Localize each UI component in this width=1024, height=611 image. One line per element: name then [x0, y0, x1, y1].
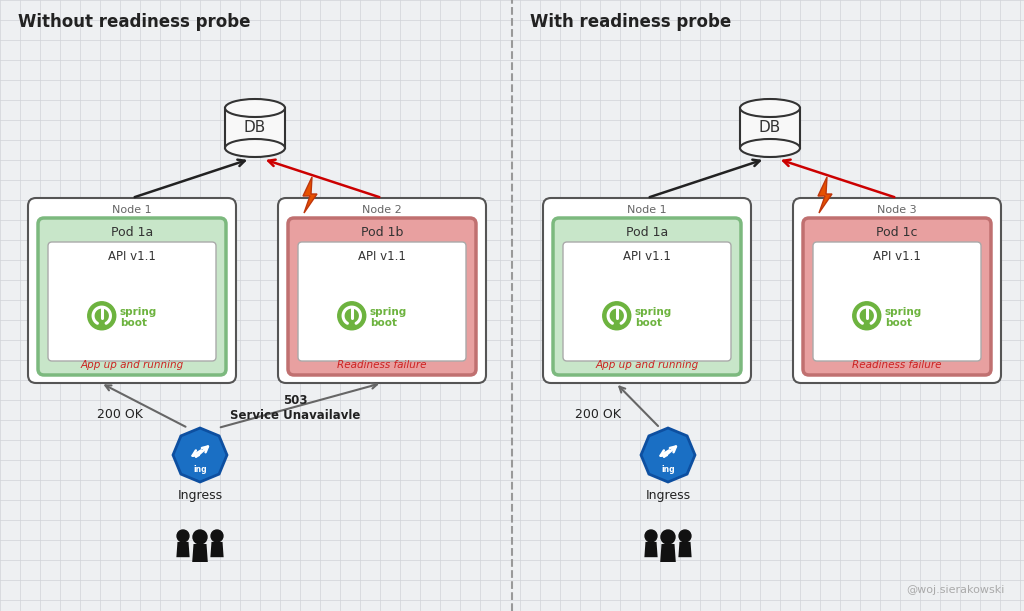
Text: boot: boot	[120, 318, 146, 327]
Text: 200 OK: 200 OK	[575, 409, 621, 422]
FancyBboxPatch shape	[28, 198, 236, 383]
Polygon shape	[644, 542, 657, 557]
Text: Node 1: Node 1	[113, 205, 152, 215]
Text: ing: ing	[662, 466, 675, 474]
Polygon shape	[210, 542, 223, 557]
FancyBboxPatch shape	[543, 198, 751, 383]
Ellipse shape	[225, 99, 285, 117]
Text: Node 2: Node 2	[362, 205, 401, 215]
FancyBboxPatch shape	[803, 218, 991, 375]
Text: boot: boot	[370, 318, 396, 327]
Polygon shape	[173, 428, 227, 482]
FancyBboxPatch shape	[278, 198, 486, 383]
Ellipse shape	[740, 99, 800, 117]
Text: Without readiness probe: Without readiness probe	[18, 13, 251, 31]
Text: Node 1: Node 1	[627, 205, 667, 215]
Text: Ingress: Ingress	[645, 489, 690, 502]
Text: API v1.1: API v1.1	[623, 249, 671, 263]
Circle shape	[338, 302, 366, 330]
Polygon shape	[303, 177, 317, 213]
Text: DB: DB	[244, 120, 266, 136]
Text: API v1.1: API v1.1	[873, 249, 921, 263]
Circle shape	[853, 302, 881, 330]
Polygon shape	[193, 544, 208, 562]
Polygon shape	[818, 177, 831, 213]
Text: Readiness failure: Readiness failure	[852, 360, 942, 370]
Text: Pod 1a: Pod 1a	[626, 225, 668, 238]
Circle shape	[211, 530, 223, 542]
Polygon shape	[660, 544, 676, 562]
Text: 503
Service Unavailavle: 503 Service Unavailavle	[229, 394, 360, 422]
Text: spring: spring	[635, 307, 672, 316]
Text: Ingress: Ingress	[177, 489, 222, 502]
FancyBboxPatch shape	[553, 218, 741, 375]
Text: With readiness probe: With readiness probe	[530, 13, 731, 31]
FancyBboxPatch shape	[563, 242, 731, 361]
Text: App up and running: App up and running	[80, 360, 183, 370]
Polygon shape	[641, 428, 695, 482]
Circle shape	[193, 530, 207, 544]
Text: @woj.sierakowski: @woj.sierakowski	[906, 585, 1005, 595]
FancyBboxPatch shape	[38, 218, 226, 375]
Circle shape	[645, 530, 657, 542]
FancyBboxPatch shape	[793, 198, 1001, 383]
Text: spring: spring	[120, 307, 157, 316]
Polygon shape	[678, 542, 691, 557]
Circle shape	[603, 302, 631, 330]
FancyBboxPatch shape	[288, 218, 476, 375]
FancyBboxPatch shape	[813, 242, 981, 361]
Ellipse shape	[225, 139, 285, 157]
Polygon shape	[176, 542, 189, 557]
Text: boot: boot	[885, 318, 911, 327]
Text: DB: DB	[759, 120, 781, 136]
Text: Pod 1a: Pod 1a	[111, 225, 154, 238]
Text: API v1.1: API v1.1	[109, 249, 156, 263]
Circle shape	[679, 530, 691, 542]
Text: Readiness failure: Readiness failure	[337, 360, 427, 370]
Text: API v1.1: API v1.1	[358, 249, 406, 263]
Circle shape	[88, 302, 116, 330]
Text: spring: spring	[370, 307, 407, 316]
Text: Pod 1b: Pod 1b	[360, 225, 403, 238]
Text: Node 3: Node 3	[878, 205, 916, 215]
Text: 200 OK: 200 OK	[97, 409, 143, 422]
Text: Pod 1c: Pod 1c	[877, 225, 918, 238]
Circle shape	[177, 530, 189, 542]
Text: spring: spring	[885, 307, 922, 316]
Text: boot: boot	[635, 318, 662, 327]
Ellipse shape	[740, 139, 800, 157]
FancyBboxPatch shape	[225, 108, 285, 148]
FancyBboxPatch shape	[740, 108, 800, 148]
Text: ing: ing	[194, 466, 207, 474]
FancyBboxPatch shape	[298, 242, 466, 361]
FancyBboxPatch shape	[48, 242, 216, 361]
Text: App up and running: App up and running	[595, 360, 698, 370]
Circle shape	[662, 530, 675, 544]
